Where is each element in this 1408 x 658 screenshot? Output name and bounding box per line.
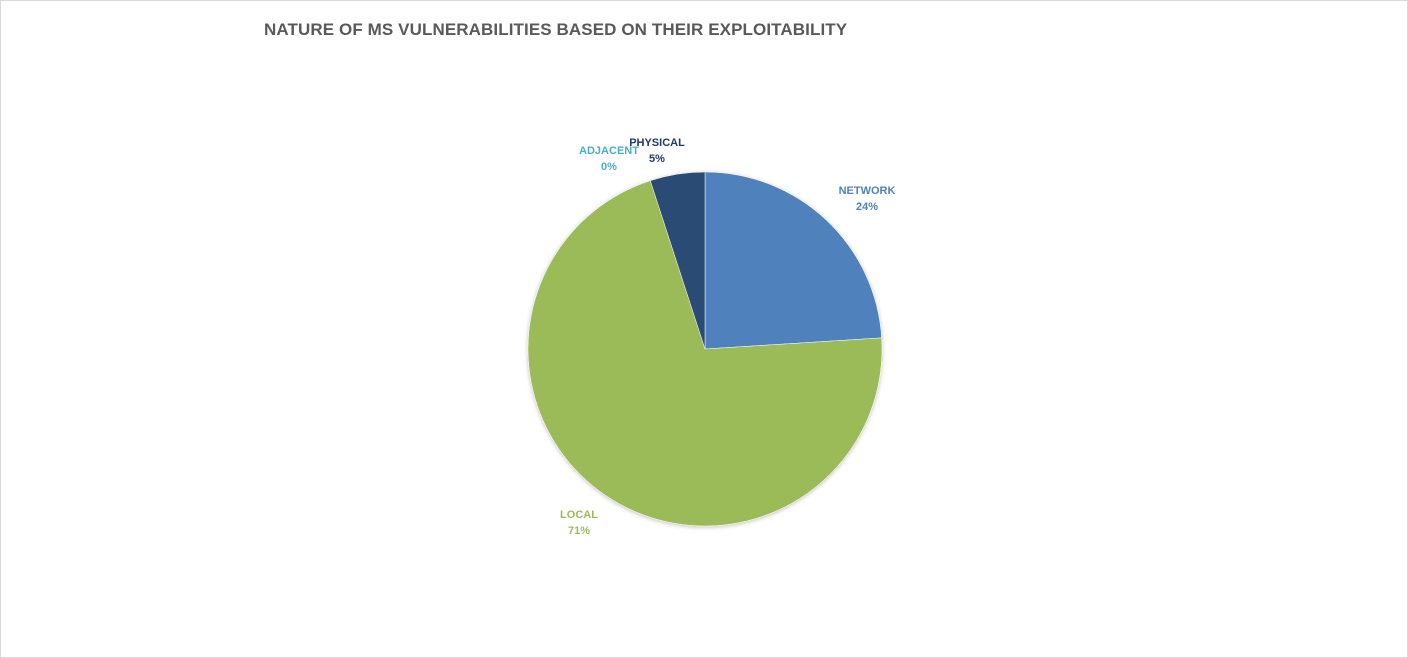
- chart-title: NATURE OF MS VULNERABILITIES BASED ON TH…: [264, 20, 848, 39]
- pie-labels: NETWORK 24% LOCAL 71% ADJACENT 0% PHYSICAL 5%: [560, 137, 895, 537]
- pie-slice-physical: [649, 171, 706, 350]
- slice-label-network: NETWORK: [839, 185, 896, 197]
- slice-label-adjacent: ADJACENT: [579, 145, 639, 157]
- slice-label-local: LOCAL: [560, 509, 598, 521]
- slice-value-physical: 5%: [649, 153, 665, 165]
- pie-slice-local: [527, 180, 883, 527]
- slice-value-adjacent: 0%: [601, 161, 617, 173]
- pie-slice-network: [704, 171, 882, 350]
- slice-value-network: 24%: [856, 201, 878, 213]
- slice-value-local: 71%: [568, 525, 590, 537]
- pie-slices: [527, 171, 883, 527]
- slice-label-physical: PHYSICAL: [629, 137, 685, 149]
